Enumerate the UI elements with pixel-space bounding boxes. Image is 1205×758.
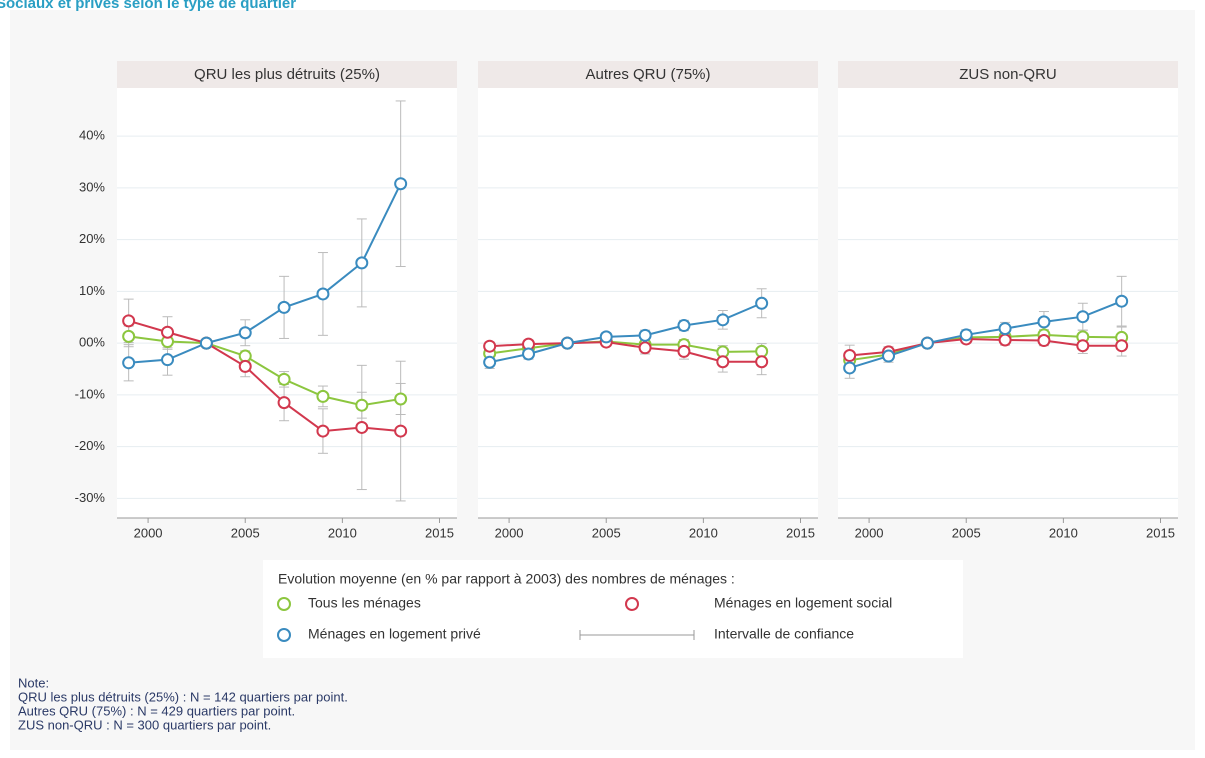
point <box>316 389 330 403</box>
point <box>238 326 252 340</box>
point <box>677 319 691 333</box>
x-tick-label: 2010 <box>689 525 718 540</box>
series-line <box>849 300 1123 369</box>
point <box>560 336 574 350</box>
panel-strip <box>478 61 818 88</box>
panel-title: QRU les plus détruits (25%) <box>194 66 380 83</box>
legend-marker <box>625 597 639 611</box>
point <box>755 296 769 310</box>
point <box>277 396 291 410</box>
point <box>316 424 330 438</box>
x-tick-label: 2010 <box>1049 525 1078 540</box>
point <box>316 287 330 301</box>
point <box>638 341 652 355</box>
y-tick-label: 00% <box>79 335 105 350</box>
y-tick-label: -20% <box>75 438 106 453</box>
panel-strip <box>117 61 457 88</box>
point <box>122 314 136 328</box>
x-tick-label: 2005 <box>952 525 981 540</box>
legend-label: Intervalle de confiance <box>714 626 854 642</box>
x-tick-label: 2000 <box>495 525 524 540</box>
point <box>677 344 691 358</box>
series-line <box>128 319 401 433</box>
point <box>161 353 175 367</box>
point <box>1076 339 1090 353</box>
x-tick-label: 2015 <box>786 525 815 540</box>
point <box>355 256 369 270</box>
point <box>599 330 613 344</box>
legend-marker <box>277 628 291 642</box>
point <box>959 328 973 342</box>
y-tick-label: 10% <box>79 283 105 298</box>
x-tick-label: 2005 <box>231 525 260 540</box>
point <box>483 339 497 353</box>
x-tick-label: 2000 <box>134 525 163 540</box>
point <box>277 372 291 386</box>
point <box>716 355 730 369</box>
panel-title: ZUS non-QRU <box>959 66 1057 83</box>
series-line <box>489 302 763 364</box>
point <box>483 355 497 369</box>
legend-ci-symbol <box>579 630 695 640</box>
x-tick-label: 2005 <box>592 525 621 540</box>
note: Note: <box>18 675 49 690</box>
point <box>998 333 1012 347</box>
point <box>1037 315 1051 329</box>
point <box>122 329 136 343</box>
point <box>394 392 408 406</box>
point <box>843 361 857 375</box>
series-line <box>128 183 402 364</box>
point <box>355 420 369 434</box>
point <box>355 398 369 412</box>
point <box>238 359 252 373</box>
point <box>843 349 857 363</box>
point <box>122 356 136 370</box>
point <box>161 325 175 339</box>
x-tick-label: 2000 <box>855 525 884 540</box>
point <box>1115 339 1129 353</box>
point <box>1115 294 1129 308</box>
x-tick-label: 2015 <box>1146 525 1175 540</box>
legend-label: Ménages en logement privé <box>308 626 481 642</box>
point <box>998 322 1012 336</box>
y-tick-label: 40% <box>79 128 105 143</box>
y-tick-label: 20% <box>79 231 105 246</box>
note: QRU les plus détruits (25%) : N = 142 qu… <box>18 689 348 704</box>
x-tick-label: 2015 <box>425 525 454 540</box>
y-tick-label: -10% <box>75 386 106 401</box>
point <box>1076 310 1090 324</box>
legend-label: Ménages en logement social <box>714 595 892 611</box>
legend-title: Evolution moyenne (en % par rapport à 20… <box>278 571 735 587</box>
note: Autres QRU (75%) : N = 429 quartiers par… <box>18 703 295 718</box>
x-tick-label: 2010 <box>328 525 357 540</box>
point <box>638 328 652 342</box>
series-line <box>489 340 762 355</box>
note: ZUS non-QRU : N = 300 quartiers par poin… <box>18 717 271 732</box>
point <box>199 336 213 350</box>
legend-marker <box>277 597 291 611</box>
legend-label: Tous les ménages <box>308 595 421 611</box>
point <box>755 355 769 369</box>
point <box>1037 334 1051 348</box>
point <box>394 424 408 438</box>
legend-box <box>263 560 963 658</box>
panel-title: Autres QRU (75%) <box>585 66 710 83</box>
y-tick-label: 30% <box>79 179 105 194</box>
panel-strip <box>838 61 1178 88</box>
point <box>277 300 291 314</box>
series-line <box>849 337 1122 357</box>
point <box>882 349 896 363</box>
point <box>522 347 536 361</box>
page-title: Sociaux et privés selon le type de quart… <box>0 0 296 12</box>
point <box>394 177 408 191</box>
y-tick-label: -30% <box>75 490 106 505</box>
point <box>920 336 934 350</box>
point <box>716 313 730 327</box>
